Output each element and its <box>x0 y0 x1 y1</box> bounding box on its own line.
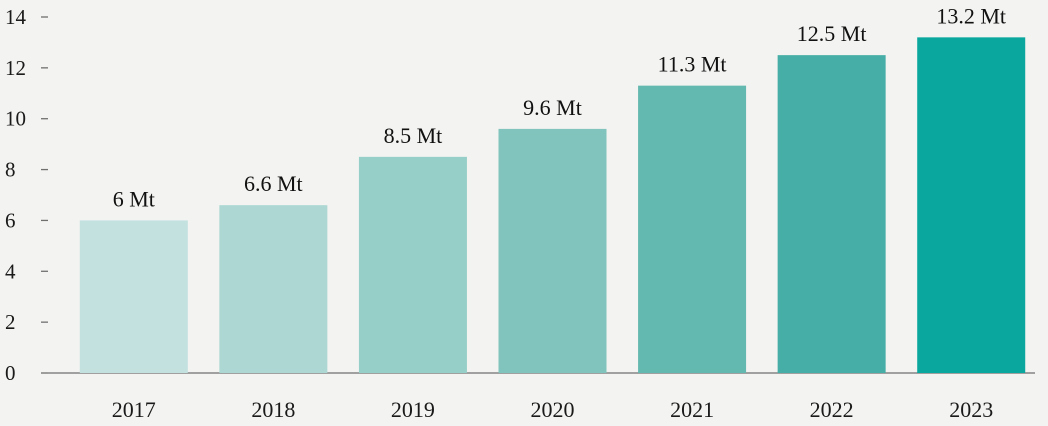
y-tick-label: 0 <box>5 361 16 385</box>
data-label-2022: 12.5 Mt <box>797 21 867 46</box>
data-labels: 6 Mt 6.6 Mt 8.5 Mt 9.6 Mt 11.3 Mt 12.5 Mt 13.2… <box>113 3 1006 211</box>
x-tick-label-2023: 2023 <box>949 397 993 422</box>
data-label-2017: 6 Mt <box>113 186 155 211</box>
bar-2022 <box>777 55 886 374</box>
bars <box>79 37 1026 374</box>
y-tick-label: 4 <box>5 259 16 283</box>
bar-2023 <box>917 37 1026 373</box>
data-label-2018: 6.6 Mt <box>244 171 303 196</box>
y-tick-label: 8 <box>5 158 16 182</box>
x-tick-label-2018: 2018 <box>251 397 295 422</box>
y-tick-label: 2 <box>5 310 16 334</box>
x-tick-label-2020: 2020 <box>531 397 575 422</box>
bar-2018 <box>219 205 328 373</box>
bar-2019 <box>358 156 467 373</box>
x-tick-label-2017: 2017 <box>112 397 156 422</box>
data-label-2020: 9.6 Mt <box>523 95 582 120</box>
data-label-2021: 11.3 Mt <box>658 52 727 77</box>
y-axis: 0 2 4 6 8 10 12 14 <box>5 5 48 385</box>
x-axis: 2017 2018 2019 2020 2021 2022 2023 <box>112 397 993 422</box>
x-tick-label-2021: 2021 <box>670 397 714 422</box>
data-label-2019: 8.5 Mt <box>384 123 443 148</box>
y-tick-label: 12 <box>5 56 26 80</box>
bar-2020 <box>498 128 607 373</box>
data-label-2023: 13.2 Mt <box>936 3 1006 28</box>
y-tick-label: 10 <box>5 107 26 131</box>
x-tick-label-2019: 2019 <box>391 397 435 422</box>
y-tick-label: 14 <box>5 5 27 29</box>
y-tick-label: 6 <box>5 208 16 232</box>
bar-2021 <box>638 85 747 374</box>
bar-2017 <box>79 220 188 373</box>
x-tick-label-2022: 2022 <box>810 397 854 422</box>
